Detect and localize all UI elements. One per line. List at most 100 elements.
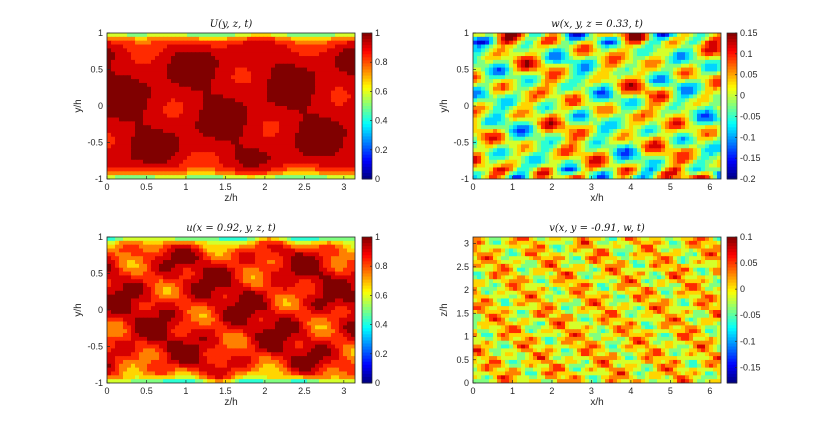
heat-cell <box>339 79 344 84</box>
heat-cell <box>681 121 686 126</box>
heat-cell <box>175 40 180 46</box>
heat-cell <box>151 75 156 80</box>
heat-cell <box>163 106 168 111</box>
heat-cell <box>481 121 486 126</box>
heat-cell <box>717 148 721 153</box>
heat-cell <box>585 117 590 122</box>
heat-cell <box>315 113 320 119</box>
heat-cell <box>513 171 518 176</box>
heat-cell <box>553 106 558 111</box>
heat-cell <box>693 132 698 138</box>
heat-cell <box>693 136 698 142</box>
heat-cell <box>617 63 622 69</box>
heat-cell <box>581 140 586 146</box>
heat-cell <box>215 121 220 126</box>
heat-cell <box>537 59 542 65</box>
heat-cell <box>565 36 570 42</box>
heat-cell <box>505 63 510 69</box>
heat-cell <box>135 132 140 138</box>
heat-cell <box>689 33 694 38</box>
heat-cell <box>259 71 264 76</box>
heat-cell <box>565 82 570 88</box>
heat-cell <box>243 167 248 172</box>
heat-cell <box>131 132 136 138</box>
heat-cell <box>147 109 152 115</box>
heat-cell <box>645 102 650 107</box>
heat-cell <box>167 136 172 142</box>
heat-cell <box>111 175 116 179</box>
heat-cell <box>203 148 208 153</box>
heat-cell <box>613 121 618 126</box>
heat-cell <box>123 152 128 157</box>
heat-cell <box>259 75 264 80</box>
heat-cell <box>529 140 534 146</box>
heat-cell <box>303 40 308 46</box>
heat-cell <box>477 129 482 134</box>
heat-cell <box>123 75 128 80</box>
heat-cell <box>351 48 355 53</box>
heat-cell <box>549 48 554 53</box>
heat-cell <box>629 117 634 122</box>
heat-cell <box>163 90 168 96</box>
heat-cell <box>545 175 550 179</box>
heat-cell <box>295 59 300 65</box>
heat-cell <box>107 125 112 130</box>
heat-cell <box>323 59 328 65</box>
heat-cell <box>287 148 292 153</box>
heat-cell <box>211 240 216 246</box>
heat-cell <box>485 155 490 161</box>
heat-cell <box>517 33 522 38</box>
heat-cell <box>195 125 200 130</box>
heat-cell <box>481 106 486 111</box>
heat-cell <box>665 79 670 84</box>
heat-cell <box>649 109 654 115</box>
heat-cell <box>331 167 336 172</box>
heat-cell <box>291 71 296 76</box>
heat-cell <box>637 163 642 169</box>
heat-cell <box>211 159 216 165</box>
heat-cell <box>513 56 518 61</box>
heat-cell <box>347 163 352 169</box>
heat-cell <box>351 67 355 73</box>
heat-cell <box>327 140 332 146</box>
heat-cell <box>283 86 288 92</box>
heat-cell <box>677 40 682 46</box>
heat-cell <box>613 109 618 115</box>
heat-cell <box>187 33 192 38</box>
heat-cell <box>299 163 304 169</box>
heat-cell <box>709 171 714 176</box>
heat-cell <box>585 102 590 107</box>
heat-cell <box>131 117 136 122</box>
heat-cell <box>187 79 192 84</box>
heat-cell <box>323 86 328 92</box>
heat-cell <box>191 79 196 84</box>
heat-cell <box>283 44 288 49</box>
heat-cell <box>271 94 276 99</box>
heat-cell <box>239 52 244 57</box>
heat-cell <box>533 48 538 53</box>
colorbar-segment <box>362 136 372 140</box>
heat-cell <box>143 155 148 161</box>
heat-cell <box>255 144 260 149</box>
heat-cell <box>259 94 264 99</box>
heat-cell <box>573 136 578 142</box>
heat-cell <box>473 148 478 153</box>
heat-cell <box>131 175 136 179</box>
heat-cell <box>485 94 490 99</box>
heat-cell <box>717 132 721 138</box>
heat-cell <box>347 90 352 96</box>
heat-cell <box>649 40 654 46</box>
heat-cell <box>199 44 204 49</box>
heat-cell <box>147 48 152 53</box>
heat-cell <box>509 117 514 122</box>
heat-cell <box>255 163 260 169</box>
heat-cell <box>315 59 320 65</box>
heat-cell <box>331 152 336 157</box>
heat-cell <box>127 52 132 57</box>
heat-cell <box>167 36 172 42</box>
heat-cell <box>159 98 164 103</box>
heat-cell <box>497 82 502 88</box>
heat-cell <box>327 67 332 73</box>
heat-cell <box>167 44 172 49</box>
heat-cell <box>203 40 208 46</box>
